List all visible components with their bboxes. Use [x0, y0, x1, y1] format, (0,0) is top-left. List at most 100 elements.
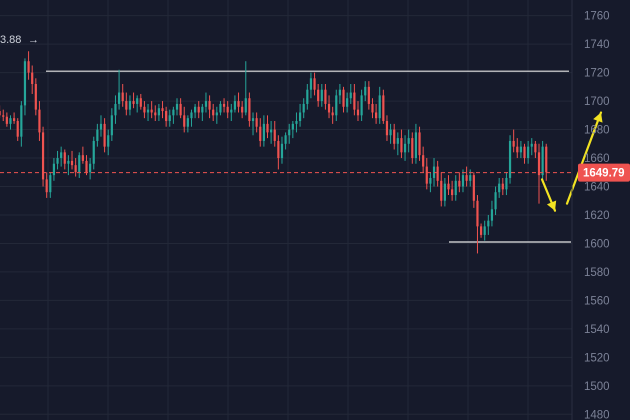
- candle-body: [49, 175, 52, 193]
- price-tick-label: 1720: [584, 68, 610, 80]
- down-arrow-icon-head: [546, 200, 557, 211]
- candle-body: [346, 98, 349, 107]
- candle-body: [472, 175, 475, 201]
- candle-body: [20, 105, 23, 137]
- candle-body: [494, 192, 497, 210]
- candle-body: [389, 129, 392, 136]
- candle-body: [103, 123, 106, 147]
- candle-body: [81, 155, 84, 161]
- candle-body: [132, 101, 135, 104]
- candle-body: [295, 121, 298, 124]
- candle-body: [201, 106, 204, 113]
- candle-body: [172, 109, 175, 116]
- candle-body: [41, 132, 45, 180]
- price-tick-label: 1680: [584, 125, 610, 137]
- current-price-tag-bg: [578, 163, 630, 182]
- price-tick-label: 1740: [584, 39, 610, 51]
- candle-body: [78, 155, 81, 173]
- current-price-tag: 1649.79: [578, 163, 630, 182]
- candle-body: [454, 180, 457, 196]
- candle-body: [63, 152, 66, 164]
- high-marker: 3.88 →: [0, 34, 39, 46]
- candle-body: [262, 123, 265, 141]
- candle-body: [476, 200, 479, 227]
- candle-body: [165, 111, 168, 122]
- candle-body: [280, 143, 284, 159]
- candle-body: [237, 101, 240, 107]
- candle-body: [197, 106, 200, 113]
- candle-body: [479, 226, 483, 235]
- candle-body: [219, 103, 222, 113]
- candle-body: [407, 138, 410, 144]
- candle-body: [501, 183, 504, 190]
- up-arrow-icon-head: [593, 112, 603, 123]
- candle-body: [306, 89, 309, 104]
- candle-body: [99, 123, 103, 130]
- candle-body: [74, 165, 77, 173]
- high-marker-arrow-icon: →: [28, 34, 39, 46]
- candle-body: [320, 89, 323, 102]
- candle-body: [161, 108, 164, 112]
- candle-body: [403, 143, 407, 153]
- candle-body: [121, 92, 124, 102]
- candle-body: [418, 132, 421, 156]
- candle-body: [414, 132, 418, 159]
- candle-body: [154, 112, 157, 116]
- price-tick-label: 1620: [584, 210, 610, 222]
- price-tick-label: 1500: [584, 381, 610, 393]
- candle-body: [353, 92, 356, 110]
- candle-body: [255, 118, 258, 127]
- candle-body: [364, 86, 367, 96]
- candle-body: [534, 143, 537, 153]
- candle-body: [443, 183, 446, 201]
- candle-body: [31, 72, 34, 84]
- candle-body: [107, 135, 110, 147]
- candle-body: [512, 140, 515, 147]
- price-tick-label: 1540: [584, 324, 610, 336]
- candle-body: [9, 118, 12, 124]
- candle-body: [150, 109, 153, 113]
- candle-body: [396, 138, 399, 144]
- candle-body: [179, 103, 182, 116]
- candle-body: [505, 177, 508, 190]
- candle-body: [277, 140, 280, 159]
- candle-body: [288, 129, 291, 136]
- candle-body: [85, 160, 88, 173]
- candle-body: [233, 101, 237, 110]
- candle-body: [157, 108, 160, 116]
- candle-body: [89, 163, 92, 173]
- candle-body: [186, 118, 189, 127]
- candle-body: [92, 140, 95, 164]
- candle-body: [143, 106, 146, 113]
- candle-body: [56, 158, 59, 164]
- candle-body: [331, 112, 334, 116]
- candle-body: [425, 166, 428, 184]
- candle-body: [342, 89, 345, 107]
- candle-body: [411, 138, 414, 159]
- candle-body: [498, 183, 501, 193]
- candle-body: [2, 115, 5, 117]
- candle-body: [338, 89, 341, 96]
- current-price-label: 1649.79: [583, 168, 625, 180]
- candle-body: [324, 89, 327, 104]
- candle-body: [0, 111, 1, 116]
- price-axis[interactable]: 1480 1500 1520 1540 1560 1580 1600 1620 1640 1660…: [584, 11, 610, 420]
- candle-body: [508, 140, 512, 178]
- candle-body: [194, 106, 197, 113]
- candle-body: [45, 179, 48, 193]
- candle-body: [302, 103, 305, 113]
- candle-body: [516, 146, 519, 153]
- candle-body: [125, 101, 128, 110]
- candle-body: [110, 115, 113, 136]
- candle-body: [483, 226, 486, 235]
- price-tick-label: 1580: [584, 267, 610, 279]
- candle-body: [136, 98, 139, 104]
- candle-body: [244, 98, 247, 113]
- candle-body: [259, 126, 262, 141]
- candle-body: [273, 129, 276, 141]
- candle-body: [490, 209, 494, 221]
- price-tick-label: 1560: [584, 295, 610, 307]
- candle-body: [523, 146, 526, 159]
